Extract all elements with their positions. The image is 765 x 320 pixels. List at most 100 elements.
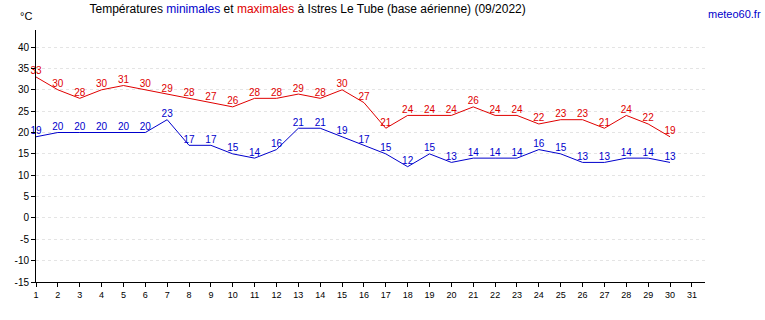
svg-text:19: 19 (337, 125, 349, 136)
svg-text:2: 2 (55, 290, 60, 300)
svg-text:20: 20 (140, 121, 152, 132)
svg-text:29: 29 (293, 83, 305, 94)
svg-text:21: 21 (293, 117, 305, 128)
svg-text:13: 13 (664, 151, 676, 162)
svg-text:20: 20 (118, 121, 130, 132)
svg-text:15: 15 (424, 142, 436, 153)
svg-text:10: 10 (228, 290, 238, 300)
svg-text:16: 16 (533, 138, 545, 149)
svg-text:30: 30 (140, 78, 152, 89)
svg-text:13: 13 (577, 151, 589, 162)
svg-text:22: 22 (533, 112, 545, 123)
svg-text:-5: -5 (20, 234, 29, 245)
svg-text:23: 23 (162, 108, 174, 119)
svg-text:28: 28 (271, 87, 283, 98)
svg-text:17: 17 (358, 134, 370, 145)
svg-text:20: 20 (96, 121, 108, 132)
svg-text:23: 23 (577, 108, 589, 119)
svg-text:6: 6 (143, 290, 148, 300)
svg-text:13: 13 (293, 290, 303, 300)
svg-text:13: 13 (446, 151, 458, 162)
svg-text:21: 21 (468, 290, 478, 300)
svg-text:17: 17 (183, 134, 195, 145)
svg-text:26: 26 (468, 95, 480, 106)
svg-text:21: 21 (380, 117, 392, 128)
svg-text:Températures minimales et maxi: Températures minimales et maximales à Is… (90, 2, 526, 16)
svg-text:25: 25 (556, 290, 566, 300)
svg-text:15: 15 (227, 142, 239, 153)
svg-text:24: 24 (402, 104, 414, 115)
svg-text:16: 16 (271, 138, 283, 149)
svg-text:24: 24 (424, 104, 436, 115)
svg-text:35: 35 (18, 63, 30, 74)
svg-text:27: 27 (599, 290, 609, 300)
svg-text:19: 19 (30, 125, 42, 136)
svg-text:27: 27 (358, 91, 370, 102)
svg-text:14: 14 (468, 147, 480, 158)
svg-text:30: 30 (52, 78, 64, 89)
svg-text:24: 24 (490, 104, 502, 115)
svg-text:11: 11 (250, 290, 259, 300)
svg-text:12: 12 (402, 155, 414, 166)
svg-text:25: 25 (18, 106, 30, 117)
svg-text:meteo60.fr: meteo60.fr (708, 8, 761, 20)
svg-text:28: 28 (621, 290, 631, 300)
svg-text:29: 29 (643, 290, 653, 300)
svg-text:21: 21 (599, 117, 611, 128)
svg-text:-10: -10 (15, 255, 30, 266)
svg-text:14: 14 (315, 290, 325, 300)
svg-text:15: 15 (555, 142, 567, 153)
svg-text:30: 30 (96, 78, 108, 89)
svg-text:1: 1 (33, 290, 38, 300)
svg-text:-15: -15 (15, 277, 30, 288)
svg-text:15: 15 (18, 148, 30, 159)
svg-text:33: 33 (30, 65, 42, 76)
svg-text:9: 9 (208, 290, 213, 300)
svg-text:15: 15 (337, 290, 347, 300)
svg-text:20: 20 (52, 121, 64, 132)
svg-text:4: 4 (99, 290, 104, 300)
svg-text:29: 29 (162, 83, 174, 94)
svg-text:7: 7 (165, 290, 170, 300)
svg-text:10: 10 (18, 170, 30, 181)
svg-text:18: 18 (403, 290, 413, 300)
svg-text:14: 14 (643, 147, 655, 158)
svg-text:17: 17 (205, 134, 217, 145)
svg-text:24: 24 (511, 104, 523, 115)
svg-text:23: 23 (555, 108, 567, 119)
svg-text:8: 8 (187, 290, 192, 300)
svg-text:24: 24 (446, 104, 458, 115)
svg-text:40: 40 (18, 42, 30, 53)
svg-text:5: 5 (23, 191, 29, 202)
svg-text:26: 26 (227, 95, 239, 106)
svg-text:20: 20 (74, 121, 86, 132)
svg-text:12: 12 (271, 290, 281, 300)
svg-text:20: 20 (446, 290, 456, 300)
svg-text:14: 14 (621, 147, 633, 158)
svg-text:21: 21 (315, 117, 327, 128)
svg-text:13: 13 (599, 151, 611, 162)
svg-text:3: 3 (77, 290, 82, 300)
svg-text:23: 23 (512, 290, 522, 300)
svg-text:20: 20 (18, 127, 30, 138)
svg-text:24: 24 (621, 104, 633, 115)
svg-text:17: 17 (381, 290, 391, 300)
svg-text:30: 30 (665, 290, 675, 300)
svg-text:31: 31 (118, 74, 130, 85)
svg-text:14: 14 (511, 147, 523, 158)
svg-text:16: 16 (359, 290, 369, 300)
svg-text:22: 22 (490, 290, 500, 300)
svg-text:26: 26 (578, 290, 588, 300)
svg-text:°C: °C (20, 10, 32, 22)
svg-text:28: 28 (74, 87, 86, 98)
svg-text:31: 31 (687, 290, 697, 300)
svg-text:5: 5 (121, 290, 126, 300)
svg-text:14: 14 (490, 147, 502, 158)
svg-text:24: 24 (534, 290, 544, 300)
svg-text:28: 28 (315, 87, 327, 98)
svg-text:22: 22 (643, 112, 655, 123)
svg-text:30: 30 (337, 78, 349, 89)
svg-text:28: 28 (249, 87, 261, 98)
svg-text:28: 28 (183, 87, 195, 98)
svg-text:0: 0 (23, 212, 29, 223)
